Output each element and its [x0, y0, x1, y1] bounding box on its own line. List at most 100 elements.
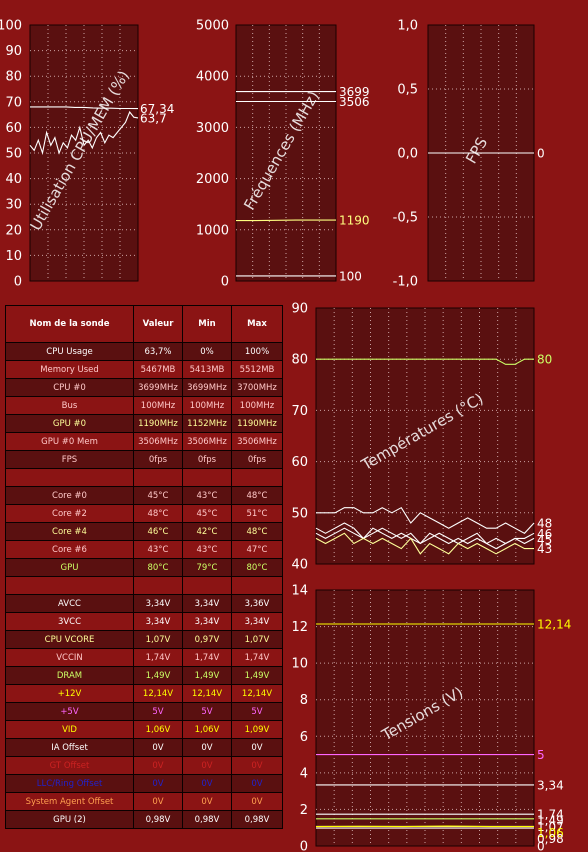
y-tick-label: 2: [300, 803, 308, 818]
y-tick-label: 0: [300, 840, 308, 852]
sensor-name-cell: CPU VCORE: [5, 630, 134, 649]
sensor-min-cell: 1152MHz: [182, 414, 232, 433]
sensor-min-cell: 79°C: [182, 558, 232, 577]
series-end-label: 43: [537, 542, 552, 556]
sensor-max-cell: 47°C: [231, 540, 283, 559]
sensor-row[interactable]: Bus 100MHz 100MHz 100MHz: [5, 396, 283, 415]
sensor-name-cell: +5V: [5, 702, 134, 721]
sensor-row[interactable]: [5, 576, 283, 595]
sensor-row[interactable]: LLC/Ring Offset 0V 0V 0V: [5, 774, 283, 793]
y-tick-label: 50: [291, 506, 308, 521]
sensor-row[interactable]: IA Offset 0V 0V 0V: [5, 738, 283, 757]
y-tick-label: 80: [291, 353, 308, 368]
sensor-value-cell: 0V: [133, 738, 183, 757]
sensor-row[interactable]: Core #6 43°C 43°C 47°C: [5, 540, 283, 559]
series-end-label: 1,07: [537, 820, 564, 834]
y-tick-label: 0: [221, 275, 229, 290]
sensor-max-cell: 3506MHz: [231, 432, 283, 451]
series-line: [315, 527, 535, 550]
sensor-row[interactable]: CPU Usage 63,7% 0% 100%: [5, 342, 283, 361]
sensor-min-cell: 43°C: [182, 540, 232, 559]
y-tick-label: 10: [5, 249, 22, 264]
sensor-min-cell: 3699MHz: [182, 378, 232, 397]
plot-area: [427, 24, 535, 282]
sensor-row[interactable]: +5V 5V 5V 5V: [5, 702, 283, 721]
series-end-label: 63,7: [140, 111, 167, 125]
sensor-name-cell: VCCIN: [5, 648, 134, 667]
column-header-min[interactable]: Min: [182, 305, 232, 343]
y-tick-label: 0,5: [397, 83, 418, 98]
sensor-name-cell: CPU #0: [5, 378, 134, 397]
sensor-row[interactable]: GT Offset 0V 0V 0V: [5, 756, 283, 775]
sensor-row[interactable]: GPU (2) 0,98V 0,98V 0,98V: [5, 810, 283, 829]
series-line: [236, 219, 336, 222]
series-end-label: 1,74: [537, 808, 564, 822]
series-end-label: 0: [537, 840, 545, 852]
sensor-name-cell: GT Offset: [5, 756, 134, 775]
sensor-value-cell: 80°C: [133, 558, 183, 577]
column-header-value[interactable]: Valeur: [133, 305, 183, 343]
y-tick-label: 40: [5, 172, 22, 187]
sensor-max-cell: 1,07V: [231, 630, 283, 649]
sensor-min-cell: 0%: [182, 342, 232, 361]
y-tick-label: 8: [300, 693, 308, 708]
sensor-row[interactable]: FPS 0fps 0fps 0fps: [5, 450, 283, 469]
sensor-max-cell: 0V: [231, 774, 283, 793]
sensor-row[interactable]: VID 1,06V 1,06V 1,09V: [5, 720, 283, 739]
sensor-row[interactable]: GPU #0 Mem 3506MHz 3506MHz 3506MHz: [5, 432, 283, 451]
y-tick-label: 4000: [196, 70, 229, 85]
sensor-row[interactable]: 3VCC 3,34V 3,34V 3,34V: [5, 612, 283, 631]
chart-title: Températures (°C): [358, 390, 487, 475]
y-tick-label: 50: [5, 147, 22, 162]
sensor-row[interactable]: [5, 468, 283, 487]
sensor-row[interactable]: Core #4 46°C 42°C 48°C: [5, 522, 283, 541]
sensor-value-cell: 1,06V: [133, 720, 183, 739]
series-line: [315, 825, 534, 828]
chart-title: FPS: [462, 134, 491, 167]
sensor-min-cell: [182, 468, 232, 487]
series-end-label: 3,34: [537, 778, 564, 792]
sensor-name-cell: VID: [5, 720, 134, 739]
sensor-max-cell: 3,36V: [231, 594, 283, 613]
sensor-row[interactable]: AVCC 3,34V 3,34V 3,36V: [5, 594, 283, 613]
y-tick-label: 80: [5, 70, 22, 85]
sensor-row[interactable]: Memory Used 5467MB 5413MB 5512MB: [5, 360, 283, 379]
column-header-max[interactable]: Max: [231, 305, 283, 343]
sensor-min-cell: 0V: [182, 774, 232, 793]
sensor-max-cell: [231, 576, 283, 595]
series-line: [315, 532, 534, 555]
sensor-name-cell: [5, 468, 134, 487]
series-end-label: 3506: [339, 95, 370, 109]
sensor-row[interactable]: VCCIN 1,74V 1,74V 1,74V: [5, 648, 283, 667]
sensor-row[interactable]: GPU 80°C 79°C 80°C: [5, 558, 283, 577]
sensor-row[interactable]: CPU #0 3699MHz 3699MHz 3700MHz: [5, 378, 283, 397]
sensor-min-cell: 0,97V: [182, 630, 232, 649]
sensor-min-cell: 0V: [182, 792, 232, 811]
sensor-min-cell: 43°C: [182, 486, 232, 505]
series-line: [30, 106, 139, 110]
sensor-name-cell: IA Offset: [5, 738, 134, 757]
sensor-row[interactable]: System Agent Offset 0V 0V 0V: [5, 792, 283, 811]
column-header-sensor-name[interactable]: Nom de la sonde: [5, 305, 134, 343]
sensor-value-cell: 5467MB: [133, 360, 183, 379]
sensor-value-cell: 3699MHz: [133, 378, 183, 397]
sensor-row[interactable]: DRAM 1,49V 1,49V 1,49V: [5, 666, 283, 685]
y-tick-label: 3000: [196, 121, 229, 136]
sensor-row[interactable]: Core #2 48°C 45°C 51°C: [5, 504, 283, 523]
y-tick-label: 60: [291, 455, 308, 470]
sensor-min-cell: 3,34V: [182, 612, 232, 631]
sensor-max-cell: 3,34V: [231, 612, 283, 631]
sensor-row[interactable]: +12V 12,14V 12,14V 12,14V: [5, 684, 283, 703]
sensor-row[interactable]: Core #0 45°C 43°C 48°C: [5, 486, 283, 505]
sensor-value-cell: 0V: [133, 774, 183, 793]
sensor-row[interactable]: GPU #0 1190MHz 1152MHz 1190MHz: [5, 414, 283, 433]
sensor-max-cell: 5V: [231, 702, 283, 721]
sensor-value-cell: 0V: [133, 756, 183, 775]
sensor-row[interactable]: CPU VCORE 1,07V 0,97V 1,07V: [5, 630, 283, 649]
sensor-value-cell: 1,49V: [133, 666, 183, 685]
sensor-value-cell: 1,07V: [133, 630, 183, 649]
sensor-name-cell: Bus: [5, 396, 134, 415]
sensor-value-cell: 0V: [133, 792, 183, 811]
y-tick-label: 6: [300, 730, 308, 745]
sensor-table: Nom de la sonde Valeur Min Max CPU Usage…: [5, 305, 283, 829]
